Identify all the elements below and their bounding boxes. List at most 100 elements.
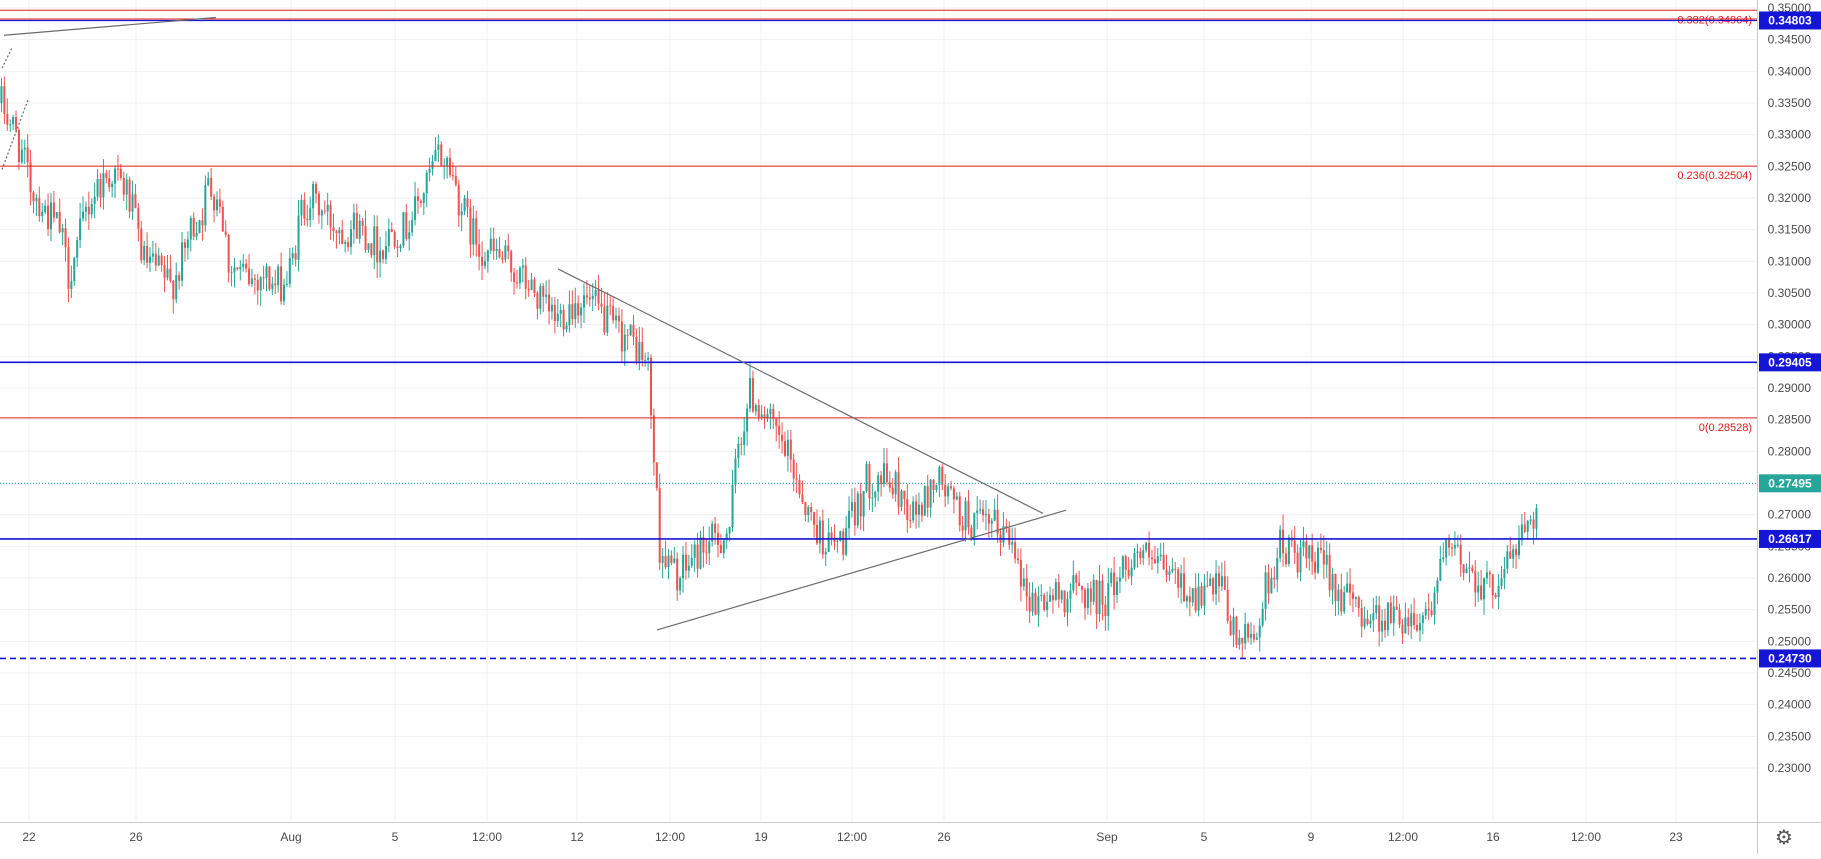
candle-body — [577, 303, 580, 316]
candle-body — [408, 232, 411, 239]
candle-body — [355, 212, 358, 239]
candle-body — [676, 558, 679, 591]
candle-body — [880, 475, 883, 485]
top-left-trendline[interactable] — [3, 16, 217, 36]
candle-body — [192, 217, 195, 237]
candle-body — [1220, 576, 1223, 587]
candle-body — [626, 334, 629, 336]
candle-body — [55, 212, 58, 218]
candle-body — [1182, 573, 1186, 602]
candle-body — [288, 258, 291, 284]
price-level-badge-text: 0.34803 — [1768, 13, 1812, 27]
y-tick-label: 0.31500 — [1768, 223, 1812, 237]
candle-body — [778, 425, 781, 435]
candle-body — [906, 498, 909, 521]
candle-body — [347, 242, 350, 247]
candle-body — [638, 342, 641, 362]
candle-body — [1334, 573, 1337, 602]
candle-body — [737, 443, 740, 459]
candle-body — [1241, 637, 1244, 644]
candle-body — [734, 458, 737, 485]
candle-body — [396, 246, 399, 249]
candle-body — [781, 434, 784, 442]
candle-body — [1078, 582, 1081, 586]
candle-body — [839, 531, 842, 541]
candle-body — [699, 537, 702, 569]
candle-body — [644, 359, 647, 361]
candle-body — [1424, 608, 1427, 616]
candle-body — [821, 520, 824, 555]
fib-level-label: 0(0.28528) — [1699, 422, 1752, 434]
candle-body — [1054, 582, 1057, 600]
candle-body — [944, 484, 947, 497]
candle-body — [588, 297, 591, 300]
top-left-dotted-trendline[interactable] — [1, 99, 29, 170]
candle-body — [1517, 540, 1520, 556]
candle-body — [213, 196, 216, 211]
triangle-upper-trendline[interactable] — [557, 268, 1044, 514]
candle-body — [935, 484, 938, 490]
candle-body — [1401, 624, 1404, 634]
candle-body — [1363, 618, 1366, 627]
y-tick-label: 0.23000 — [1768, 761, 1812, 775]
candle-body — [1203, 585, 1206, 606]
candle-body — [6, 113, 9, 125]
candle-body — [652, 415, 655, 463]
triangle-lower-trendline[interactable] — [656, 509, 1067, 631]
candle-body — [1532, 519, 1535, 529]
candle-body — [1378, 605, 1381, 632]
candle-body — [670, 555, 673, 563]
candle-body — [1075, 575, 1078, 583]
candle-body — [1116, 581, 1119, 595]
candle-body — [1031, 592, 1034, 612]
candle-body — [3, 86, 6, 114]
candle-body — [507, 245, 510, 252]
candle-body — [352, 212, 355, 230]
x-tick-label: 12:00 — [1388, 830, 1418, 844]
candle-body — [265, 266, 268, 278]
price-level-badge — [1759, 649, 1821, 668]
candle-body — [79, 218, 82, 241]
candle-body — [1162, 554, 1165, 570]
candle-body — [504, 245, 507, 260]
candle-body — [1433, 592, 1436, 615]
candle-body — [1171, 569, 1174, 572]
candle-body — [1282, 529, 1285, 554]
candle-body — [382, 250, 385, 260]
candle-body — [556, 313, 559, 322]
candle-body — [108, 178, 111, 188]
candle-body — [434, 149, 437, 162]
y-tick-label: 0.33500 — [1768, 96, 1812, 110]
candle-body — [198, 220, 201, 234]
candle-body — [1357, 597, 1360, 608]
candle-body — [1127, 569, 1130, 577]
candle-body — [422, 193, 425, 203]
candle-body — [178, 275, 181, 281]
candle-body — [481, 256, 484, 266]
candle-body — [1346, 583, 1349, 593]
x-tick-label: 12:00 — [837, 830, 867, 844]
candle-body — [915, 501, 918, 515]
y-tick-label: 0.32000 — [1768, 191, 1812, 205]
candle-body — [111, 183, 114, 188]
candle-body — [612, 306, 615, 321]
candle-body — [364, 225, 367, 250]
top-left-dotted-trendline-2[interactable] — [1, 47, 13, 69]
candle-body — [67, 247, 70, 289]
candle-body — [973, 513, 976, 537]
candle-body — [1340, 589, 1343, 612]
y-tick-label: 0.25500 — [1768, 603, 1812, 617]
candle-body — [151, 253, 154, 257]
candle-body — [1002, 526, 1005, 543]
candle-body — [597, 290, 600, 304]
candle-body — [116, 168, 119, 170]
price-level-badge — [1759, 11, 1821, 30]
candle-body — [1107, 583, 1110, 616]
candle-body — [518, 267, 521, 284]
candle-body — [1264, 572, 1267, 609]
chart-settings-button[interactable]: ⚙ — [1760, 822, 1808, 852]
candle-body — [335, 231, 338, 234]
candle-body — [1040, 594, 1043, 597]
